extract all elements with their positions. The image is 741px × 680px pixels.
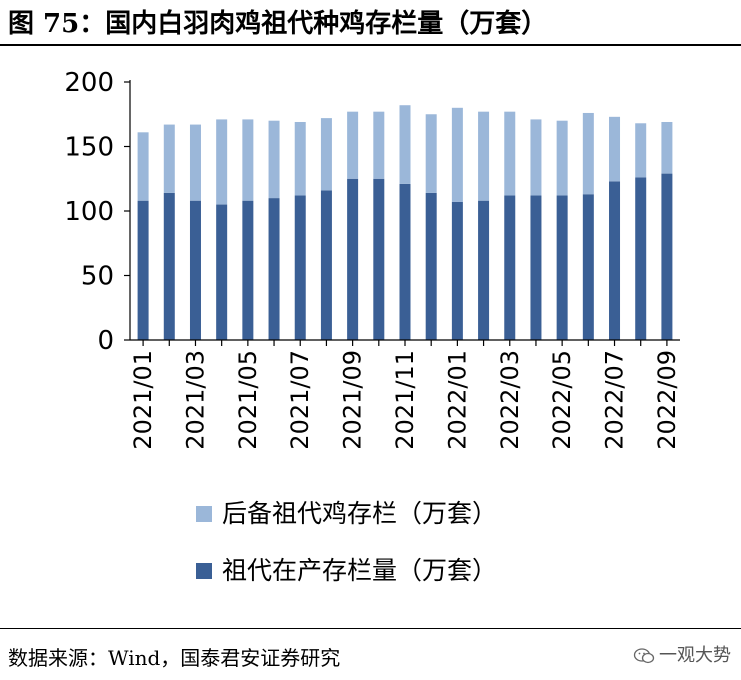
bar-productive (137, 200, 149, 340)
bar-productive (373, 178, 385, 340)
chart-title: 图 75：国内白羽肉鸡祖代种鸡存栏量（万套） (8, 9, 548, 39)
bar-reserve (347, 111, 359, 179)
bar-reserve (189, 124, 201, 201)
bar-reserve (582, 112, 594, 195)
bar-productive (347, 178, 359, 340)
y-tick-label: 0 (97, 326, 114, 356)
bar-productive (425, 192, 437, 340)
bar-reserve (661, 121, 673, 174)
bar-productive (399, 183, 411, 340)
bar-reserve (320, 118, 332, 191)
bar-productive (504, 195, 516, 340)
x-tick-label: 2022/09 (653, 350, 681, 450)
bar-reserve (425, 114, 437, 193)
x-tick-label: 2021/07 (286, 350, 314, 450)
x-tick-label: 2022/03 (496, 350, 524, 450)
bar-reserve (294, 121, 306, 196)
bar-productive (582, 194, 594, 340)
watermark: 一观大势 (633, 642, 731, 670)
x-tick-label: 2021/01 (129, 350, 157, 450)
bar-productive (163, 192, 175, 340)
legend-productive-swatch (196, 563, 212, 579)
bar-reserve (399, 105, 411, 184)
bar-reserve (451, 107, 463, 202)
bar-productive (189, 200, 201, 340)
y-tick-label: 50 (81, 262, 114, 292)
bar-productive (530, 195, 542, 340)
bar-reserve (137, 132, 149, 201)
y-tick-label: 150 (64, 133, 114, 163)
bar-productive (268, 198, 280, 340)
bar-reserve (373, 111, 385, 179)
x-tick-label: 2022/05 (548, 350, 576, 450)
x-tick-label: 2021/05 (234, 350, 262, 450)
y-tick-label: 100 (64, 197, 114, 227)
bar-reserve (478, 111, 490, 201)
bar-reserve (609, 116, 621, 182)
bar-productive (294, 195, 306, 340)
legend-reserve-swatch (196, 506, 212, 522)
bar-productive (661, 173, 673, 340)
x-tick-label: 2022/07 (601, 350, 629, 450)
wechat-icon (633, 648, 655, 664)
y-tick-label: 200 (64, 68, 114, 98)
source-rule (0, 628, 741, 629)
bar-productive (320, 190, 332, 340)
bar-productive (242, 200, 254, 340)
bar-productive (451, 201, 463, 340)
bar-productive (216, 204, 228, 340)
legend-reserve-label: 后备祖代鸡存栏（万套） (222, 499, 497, 528)
bar-reserve (216, 119, 228, 205)
x-tick-label: 2021/11 (391, 350, 419, 450)
bar-reserve (556, 120, 568, 196)
x-tick-label: 2022/01 (443, 350, 471, 450)
x-tick-label: 2021/09 (339, 350, 367, 450)
bar-reserve (163, 124, 175, 193)
stacked-bar-chart: 0 50 100 150 200 2021/01 2021/03 2021/05 2021/07… (64, 68, 681, 585)
bar-productive (478, 200, 490, 340)
data-source: 数据来源：Wind，国泰君安证券研究 (8, 646, 341, 670)
title-rule (0, 44, 741, 46)
bar-reserve (635, 123, 647, 178)
watermark-text: 一观大势 (659, 645, 731, 666)
bar-productive (556, 195, 568, 340)
bar-productive (609, 181, 621, 340)
bar-reserve (530, 119, 542, 196)
bar-productive (635, 177, 647, 340)
bar-reserve (504, 111, 516, 196)
x-tick-label: 2021/03 (181, 350, 209, 450)
bar-reserve (268, 120, 280, 199)
bar-reserve (242, 119, 254, 201)
legend-productive-label: 祖代在产存栏量（万套） (222, 556, 497, 585)
